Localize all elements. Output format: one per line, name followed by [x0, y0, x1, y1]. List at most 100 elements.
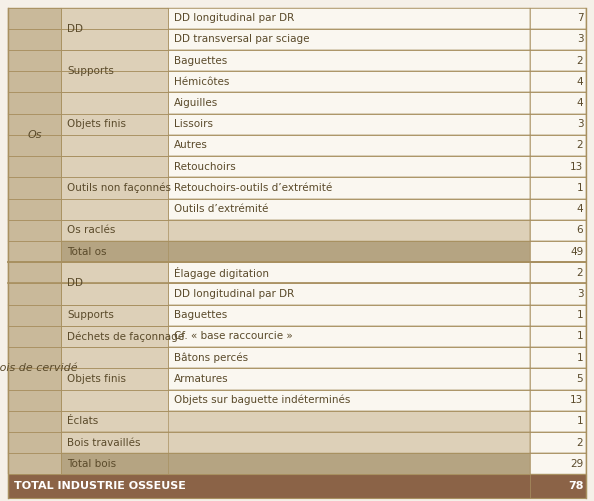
Text: Objets finis: Objets finis — [67, 119, 126, 129]
Text: 13: 13 — [570, 395, 583, 405]
Bar — [530, 220, 586, 241]
Bar — [530, 8, 586, 29]
Bar — [8, 411, 61, 432]
Bar — [8, 474, 586, 498]
Bar — [61, 305, 168, 326]
Bar — [8, 71, 61, 92]
Bar — [61, 368, 168, 390]
Bar — [8, 92, 61, 114]
Text: Lissoirs: Lissoirs — [174, 119, 213, 129]
Bar — [168, 29, 530, 50]
Bar — [61, 198, 168, 220]
Bar — [530, 114, 586, 135]
Bar — [8, 114, 61, 135]
Bar — [168, 326, 530, 347]
Bar — [530, 198, 586, 220]
Bar — [61, 241, 530, 262]
Text: 2: 2 — [577, 56, 583, 66]
Bar — [61, 284, 168, 305]
Bar — [168, 347, 530, 368]
Bar — [168, 71, 530, 92]
Bar — [530, 284, 586, 305]
Text: Autres: Autres — [174, 140, 208, 150]
Text: Objets sur baguette indéterminés: Objets sur baguette indéterminés — [174, 395, 350, 405]
Text: Armatures: Armatures — [174, 374, 229, 384]
Bar — [61, 347, 168, 368]
Text: 2: 2 — [577, 437, 583, 447]
Text: DD: DD — [67, 279, 83, 289]
Bar — [530, 50, 586, 71]
Bar — [8, 50, 61, 71]
Bar — [8, 135, 61, 156]
Bar — [530, 453, 586, 474]
Text: DD longitudinal par DR: DD longitudinal par DR — [174, 289, 294, 299]
Bar — [530, 29, 586, 50]
Bar — [8, 347, 61, 368]
Text: Os: Os — [27, 130, 42, 140]
Bar — [8, 262, 61, 474]
Bar — [168, 198, 530, 220]
Text: 1: 1 — [577, 332, 583, 342]
Text: Retouchoirs: Retouchoirs — [174, 162, 236, 172]
Bar — [61, 71, 168, 92]
Bar — [61, 390, 168, 411]
Bar — [61, 262, 168, 305]
Text: 2: 2 — [577, 140, 583, 150]
Text: 13: 13 — [570, 162, 583, 172]
Text: Baguettes: Baguettes — [174, 56, 228, 66]
Text: 1: 1 — [577, 183, 583, 193]
Bar — [61, 135, 168, 156]
Bar — [61, 326, 168, 347]
Text: DD: DD — [67, 24, 83, 34]
Bar — [61, 411, 530, 432]
Bar — [8, 305, 61, 326]
Bar — [61, 29, 168, 50]
Bar — [530, 71, 586, 92]
Bar — [168, 92, 530, 114]
Bar — [530, 326, 586, 347]
Text: 7: 7 — [577, 13, 583, 23]
Text: 1: 1 — [577, 310, 583, 320]
Bar — [8, 177, 61, 198]
Text: 3: 3 — [577, 35, 583, 45]
Bar — [61, 453, 530, 474]
Bar — [8, 326, 61, 347]
Text: 3: 3 — [577, 119, 583, 129]
Bar — [530, 411, 586, 432]
Bar — [8, 241, 61, 262]
Bar — [61, 114, 168, 135]
Bar — [8, 368, 61, 390]
Text: 1: 1 — [577, 353, 583, 363]
Text: Total os: Total os — [67, 246, 106, 257]
Text: Bâtons percés: Bâtons percés — [174, 353, 248, 363]
Bar — [168, 390, 530, 411]
Text: Os raclés: Os raclés — [67, 225, 115, 235]
Bar — [530, 390, 586, 411]
Bar — [8, 390, 61, 411]
Bar — [61, 8, 168, 50]
Bar — [8, 220, 61, 241]
Bar — [61, 177, 168, 198]
Text: 78: 78 — [568, 481, 583, 491]
Bar — [61, 305, 168, 326]
Text: Aiguilles: Aiguilles — [174, 98, 218, 108]
Bar — [530, 347, 586, 368]
Bar — [61, 92, 168, 114]
Bar — [8, 156, 61, 177]
Bar — [8, 453, 61, 474]
Text: 4: 4 — [577, 77, 583, 87]
Text: Supports: Supports — [67, 66, 114, 76]
Bar — [168, 177, 530, 198]
Bar — [530, 241, 586, 262]
Bar — [61, 92, 168, 156]
Text: 4: 4 — [577, 98, 583, 108]
Text: Déchets de façonnage: Déchets de façonnage — [67, 331, 184, 342]
Text: Élagage digitation: Élagage digitation — [174, 267, 269, 279]
Bar — [61, 347, 168, 411]
Bar — [530, 432, 586, 453]
Text: Supports: Supports — [67, 310, 114, 320]
Text: Outils non façonnés: Outils non façonnés — [67, 183, 171, 193]
Bar — [530, 135, 586, 156]
Bar — [61, 156, 168, 177]
Bar — [61, 220, 530, 241]
